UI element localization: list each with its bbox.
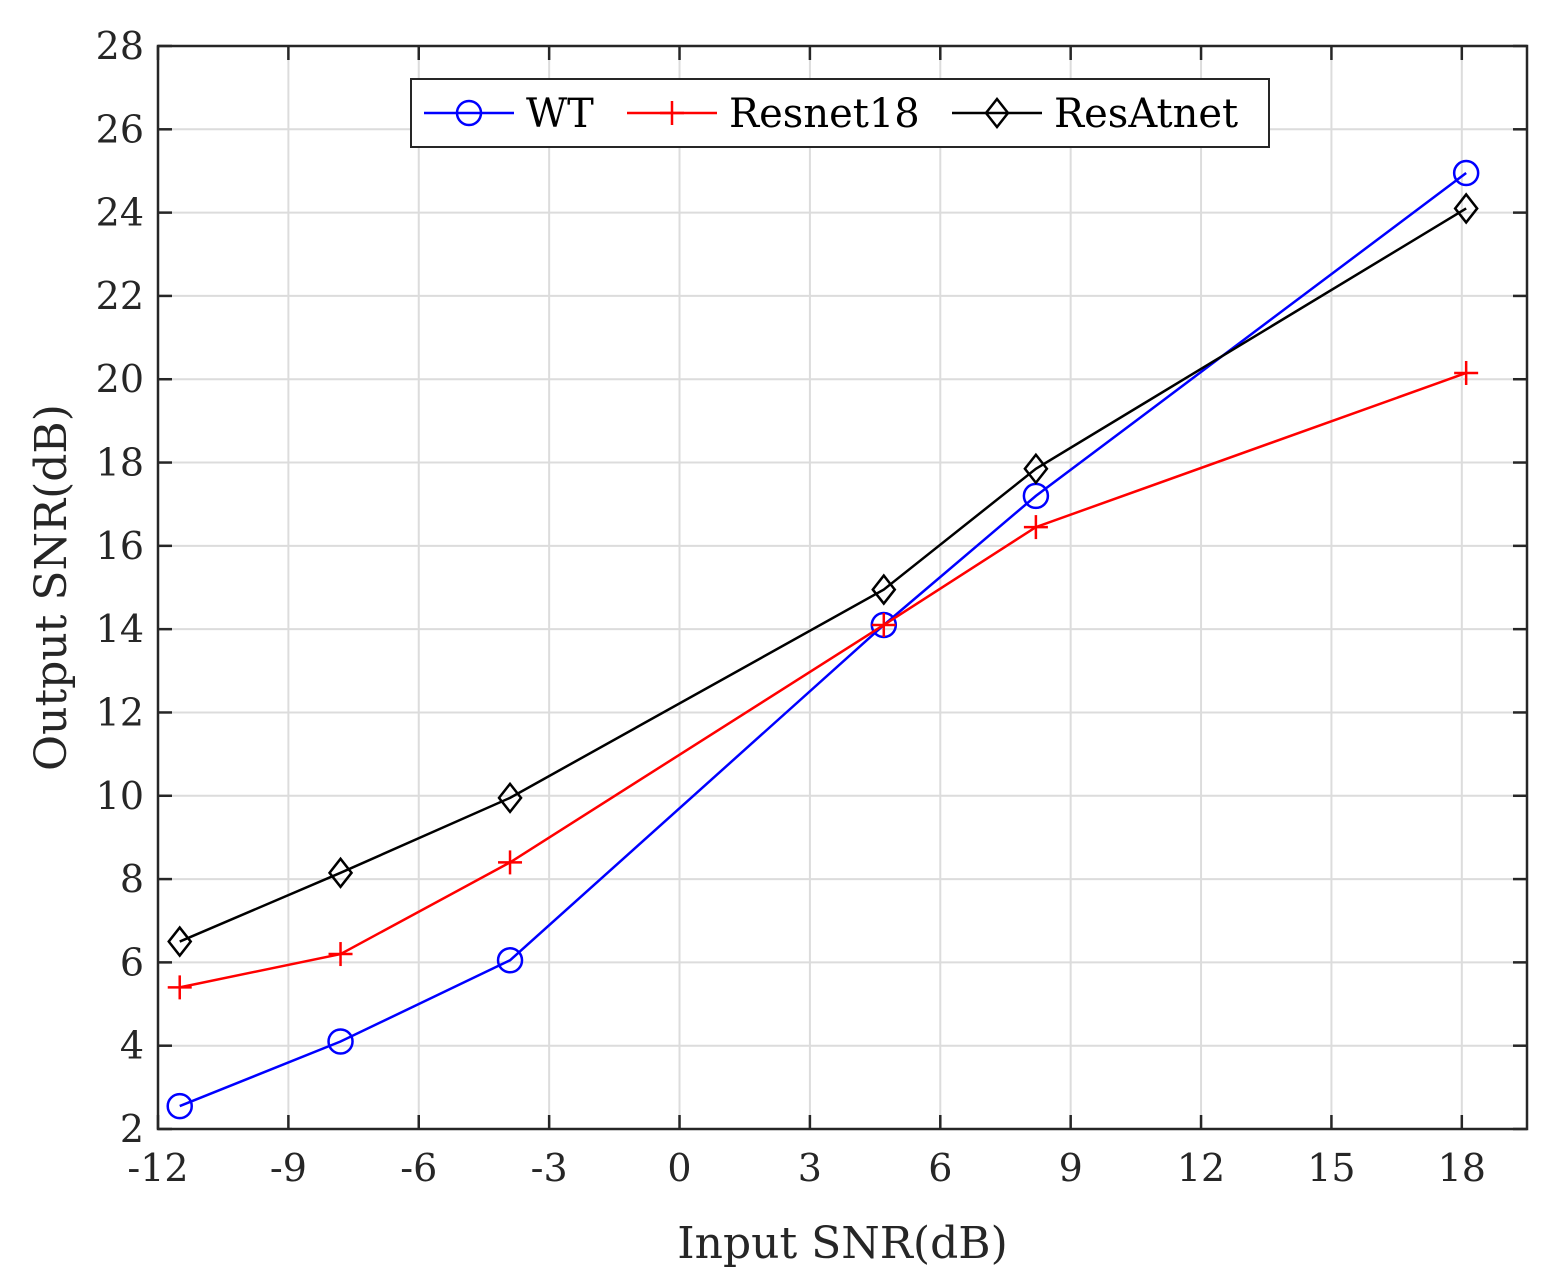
y-tick-label: 20 xyxy=(96,357,144,401)
data-point-resnet18 xyxy=(498,850,523,875)
x-tick-label: 3 xyxy=(798,1146,822,1190)
x-tick-label: -3 xyxy=(531,1146,568,1190)
x-tick-label: 9 xyxy=(1059,1146,1083,1190)
series-wt xyxy=(166,159,1480,1120)
x-axis-label: Input SNR(dB) xyxy=(677,1218,1008,1269)
legend-marker-resatnet xyxy=(984,96,1010,130)
y-tick-label: 26 xyxy=(96,107,144,151)
series-layer xyxy=(166,159,1480,1120)
legend-label-resatnet: ResAtnet xyxy=(1054,91,1238,137)
series-resnet18 xyxy=(167,360,1479,1000)
legend-marker-wt xyxy=(455,99,483,127)
axis-ticks: -12 -9 -6 -3 0 3 6 9 12 15 18246810121416182022242… xyxy=(96,24,1527,1190)
legend-box xyxy=(410,78,1270,148)
data-point-resatnet xyxy=(1453,192,1479,225)
data-point-wt xyxy=(1452,159,1480,187)
data-point-resnet18 xyxy=(167,975,192,1000)
data-point-wt xyxy=(327,1028,354,1055)
series-line-resatnet xyxy=(179,207,1467,943)
legend-label-wt: WT xyxy=(526,91,594,137)
y-axis-label: Output SNR(dB) xyxy=(26,404,77,771)
data-point-resatnet xyxy=(327,856,354,889)
data-point-resatnet xyxy=(871,573,897,606)
data-point-resnet18 xyxy=(1454,360,1479,385)
x-tick-label: 6 xyxy=(928,1146,952,1190)
y-tick-label: 28 xyxy=(96,24,144,68)
y-tick-label: 18 xyxy=(96,441,144,485)
series-line-wt xyxy=(179,172,1467,1108)
x-tick-label: 15 xyxy=(1307,1146,1355,1190)
x-tick-label: -6 xyxy=(400,1146,437,1190)
y-tick-label: 2 xyxy=(120,1107,144,1151)
y-tick-label: 6 xyxy=(120,940,144,984)
data-point-wt xyxy=(166,1092,193,1120)
legend-entry-wt: WT xyxy=(424,91,594,137)
x-tick-label: 12 xyxy=(1177,1146,1225,1190)
legend: WT Resnet18 ResAtnet xyxy=(410,78,1270,148)
grid xyxy=(157,45,1527,1130)
y-tick-label: 14 xyxy=(96,607,144,651)
y-tick-label: 8 xyxy=(120,857,144,901)
y-tick-label: 12 xyxy=(96,690,144,734)
legend-entry-resnet18: Resnet18 xyxy=(627,91,920,137)
y-tick-label: 10 xyxy=(96,774,144,818)
y-tick-label: 16 xyxy=(96,524,144,568)
data-point-wt xyxy=(496,947,524,974)
x-tick-label: 18 xyxy=(1438,1146,1486,1190)
data-point-resnet18 xyxy=(1023,515,1048,540)
legend-label-resnet18: Resnet18 xyxy=(729,91,920,137)
y-tick-label: 22 xyxy=(96,274,144,318)
x-tick-label: -12 xyxy=(127,1146,188,1190)
data-point-resatnet xyxy=(497,781,523,814)
series-line-resnet18 xyxy=(179,371,1467,989)
series-resatnet xyxy=(167,192,1479,958)
data-point-resnet18 xyxy=(871,612,896,637)
y-tick-label: 24 xyxy=(96,191,144,235)
legend-marker-resnet18 xyxy=(660,101,684,125)
data-point-resatnet xyxy=(1023,452,1049,485)
data-point-resnet18 xyxy=(328,942,353,967)
plot-frame xyxy=(156,44,1529,1131)
x-tick-label: -9 xyxy=(270,1146,307,1190)
x-tick-label: 0 xyxy=(667,1146,691,1190)
legend-entry-resatnet: ResAtnet xyxy=(952,91,1238,137)
data-point-resatnet xyxy=(167,925,193,958)
y-tick-label: 4 xyxy=(120,1024,144,1068)
